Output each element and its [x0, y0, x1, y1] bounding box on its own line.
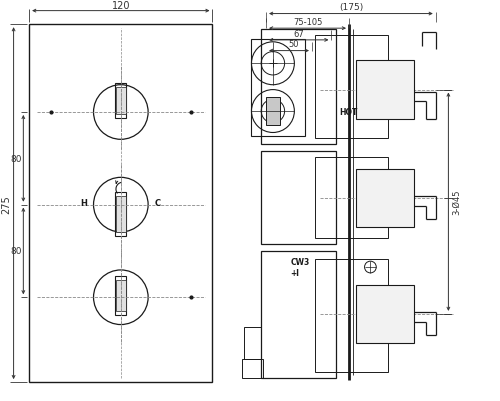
Bar [261, 152, 336, 244]
Bar [244, 328, 261, 359]
Text: 275: 275 [1, 194, 11, 213]
Bar [261, 252, 336, 378]
Bar [315, 259, 388, 373]
Bar [242, 359, 263, 378]
Bar [266, 98, 280, 126]
Text: 80: 80 [11, 247, 22, 256]
Text: (175): (175) [339, 3, 363, 12]
Bar [261, 30, 336, 145]
Bar [116, 196, 126, 232]
Bar [315, 36, 388, 139]
Text: H: H [80, 198, 87, 208]
Bar [116, 276, 126, 315]
Text: CW3: CW3 [290, 257, 310, 266]
Bar [29, 25, 212, 382]
Bar [356, 61, 414, 119]
Bar [356, 285, 414, 343]
Text: 120: 120 [112, 1, 130, 11]
Bar [116, 192, 126, 236]
Text: +l: +l [290, 269, 300, 277]
Bar [116, 87, 126, 115]
Text: 75-105: 75-105 [293, 18, 322, 27]
Text: HOT: HOT [339, 107, 357, 116]
Bar [356, 169, 414, 227]
Text: 50: 50 [288, 40, 299, 49]
Bar [315, 158, 388, 238]
Bar [116, 280, 126, 311]
Text: 3-Ø45: 3-Ø45 [452, 190, 460, 215]
Text: 67: 67 [294, 29, 304, 38]
Bar [116, 83, 126, 119]
Text: C: C [155, 198, 161, 208]
Bar [252, 40, 305, 137]
Text: 80: 80 [11, 154, 22, 164]
